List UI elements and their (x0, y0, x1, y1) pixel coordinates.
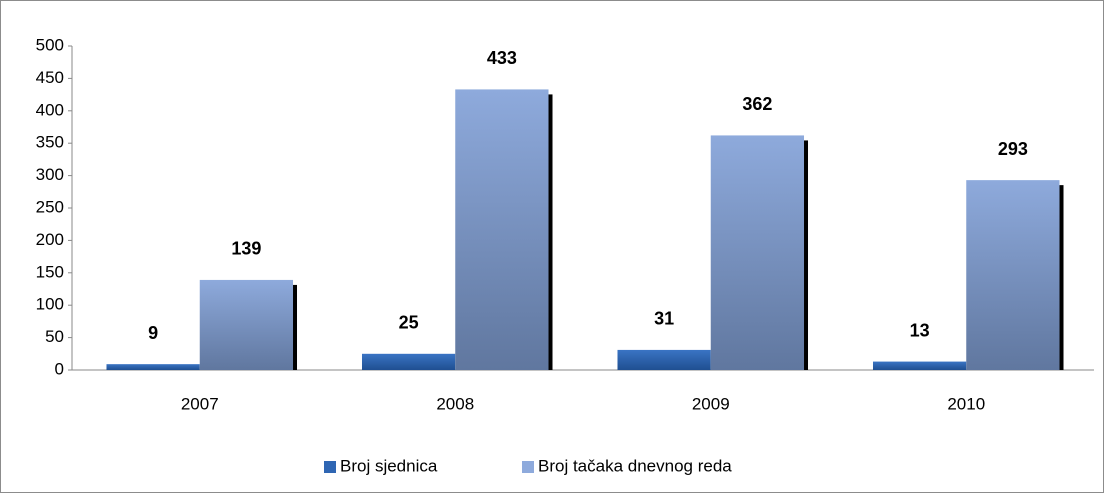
x-tick-label: 2007 (181, 394, 219, 413)
legend-swatch (324, 461, 336, 473)
data-label: 25 (399, 313, 419, 333)
bar-shadow (804, 140, 809, 370)
y-tick-label: 150 (36, 262, 64, 281)
bar-shadow (1059, 185, 1064, 370)
bar (106, 364, 200, 370)
data-label: 362 (742, 94, 772, 114)
data-label: 9 (148, 323, 158, 343)
bar (199, 279, 294, 370)
bar-shadow (548, 94, 553, 370)
y-tick-label: 500 (36, 35, 64, 54)
bar (361, 353, 456, 370)
y-tick-label: 350 (36, 133, 64, 152)
data-label: 31 (654, 309, 674, 329)
x-tick-label: 2010 (947, 394, 985, 413)
bar-shadow (293, 284, 298, 370)
bar (966, 180, 1060, 370)
y-tick-label: 450 (36, 68, 64, 87)
legend-label: Broj tačaka dnevnog reda (538, 456, 732, 475)
y-tick-label: 50 (45, 327, 64, 346)
y-tick-label: 200 (36, 230, 64, 249)
legend-label: Broj sjednica (340, 456, 438, 475)
bar (455, 89, 549, 370)
data-label: 13 (910, 320, 930, 340)
bar (872, 361, 967, 370)
data-label: 433 (487, 48, 517, 68)
y-tick-label: 300 (36, 165, 64, 184)
data-label: 139 (231, 239, 261, 259)
legend-swatch (522, 461, 534, 473)
y-tick-label: 100 (36, 295, 64, 314)
bar (617, 349, 711, 370)
x-tick-label: 2009 (692, 394, 730, 413)
y-tick-label: 400 (36, 100, 64, 119)
y-tick-label: 0 (55, 359, 64, 378)
x-tick-label: 2008 (436, 394, 474, 413)
y-tick-label: 250 (36, 197, 64, 216)
data-label: 293 (998, 139, 1028, 159)
bar (710, 135, 805, 370)
